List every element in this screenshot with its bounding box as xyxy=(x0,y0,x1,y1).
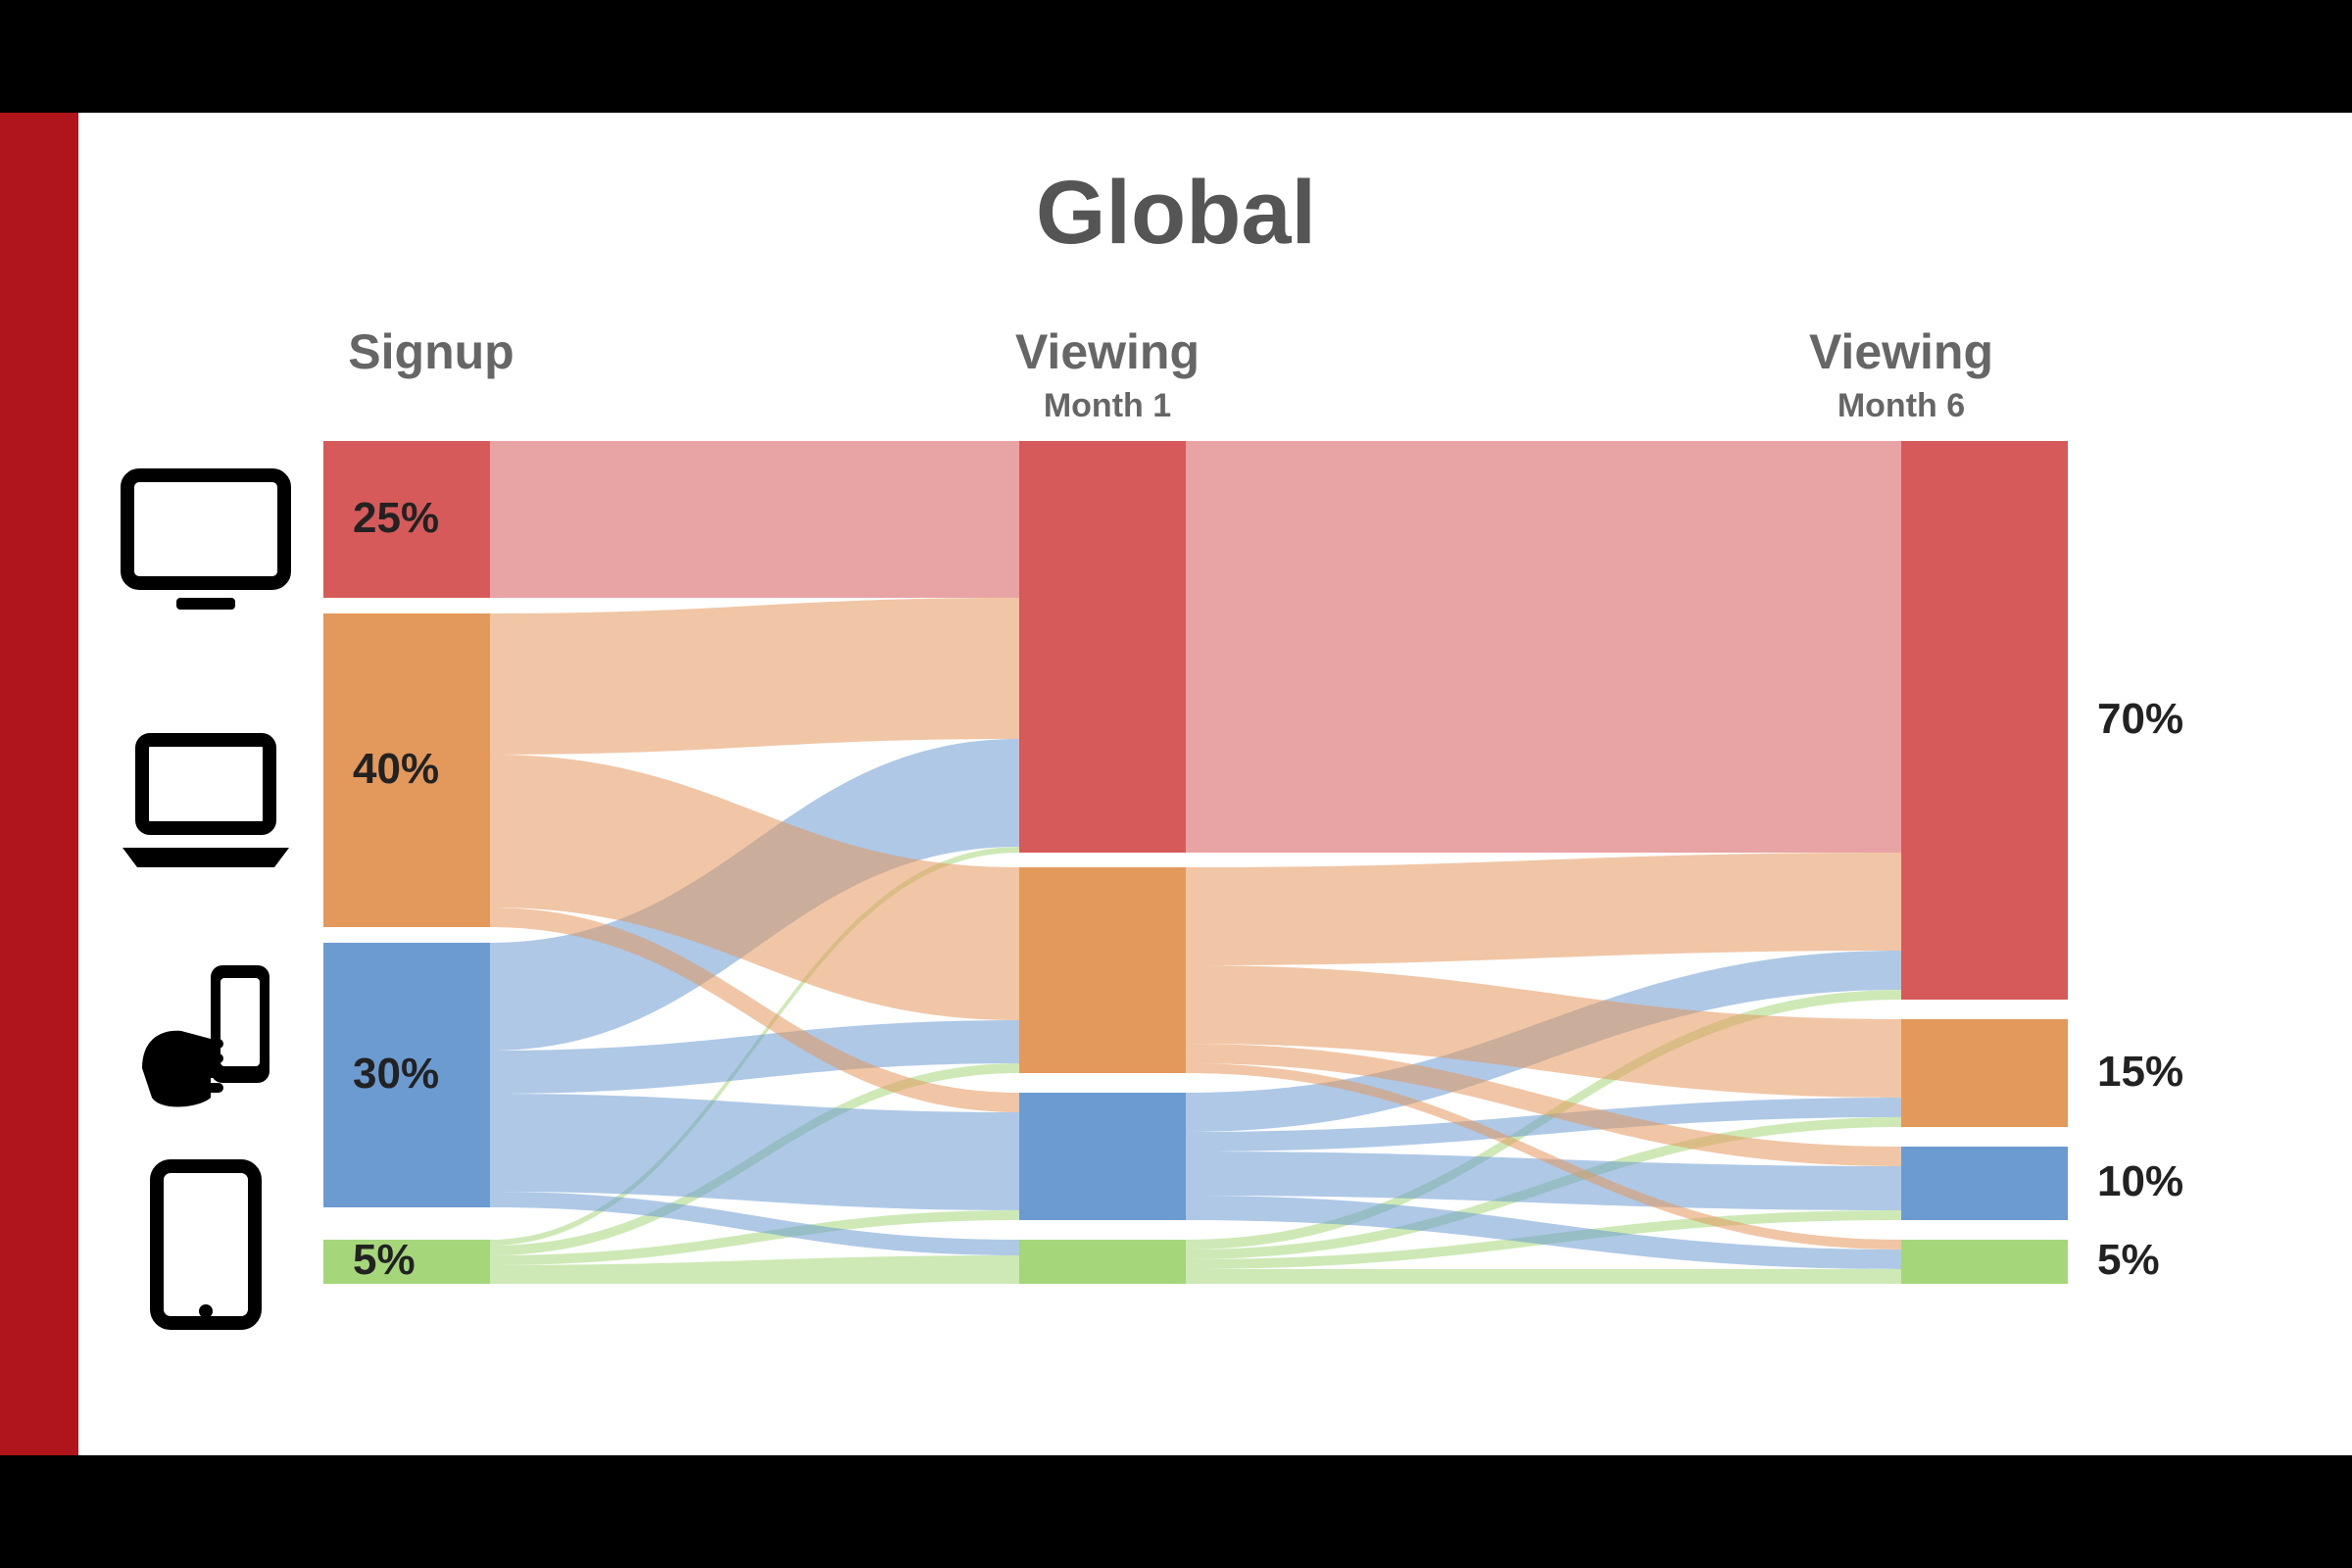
sankey-node-month6-phone xyxy=(1901,1147,2068,1220)
sankey-node-month1-phone xyxy=(1019,1093,1186,1220)
sankey-node-month6-tablet xyxy=(1901,1240,2068,1284)
phone-icon xyxy=(108,951,304,1127)
sankey-node-month6-laptop xyxy=(1901,1019,2068,1127)
sankey-node-month1-tablet xyxy=(1019,1240,1186,1284)
sankey-node-month6-tv xyxy=(1901,441,2068,1000)
pct-label: 25% xyxy=(353,494,439,543)
pct-label: 5% xyxy=(2097,1236,2160,1285)
sankey-flow-tv xyxy=(1186,441,1901,853)
sankey-node-month1-laptop xyxy=(1019,867,1186,1073)
pct-label: 30% xyxy=(353,1050,439,1099)
pct-label: 40% xyxy=(353,745,439,794)
sankey-flow-laptop xyxy=(1186,853,1901,965)
pct-label: 70% xyxy=(2097,695,2183,744)
sankey-flow-tv xyxy=(490,441,1019,598)
sankey-node-month1-tv xyxy=(1019,441,1186,853)
laptop-icon xyxy=(108,715,304,892)
sankey-flow-phone xyxy=(490,1094,1019,1210)
pct-label: 10% xyxy=(2097,1157,2183,1206)
sankey-flow-tablet xyxy=(1186,1269,1901,1284)
tv-icon xyxy=(108,456,304,632)
pct-label: 15% xyxy=(2097,1048,2183,1097)
pct-label: 5% xyxy=(353,1236,416,1285)
sankey-flow-laptop xyxy=(490,598,1019,755)
tablet-icon xyxy=(108,1156,304,1333)
